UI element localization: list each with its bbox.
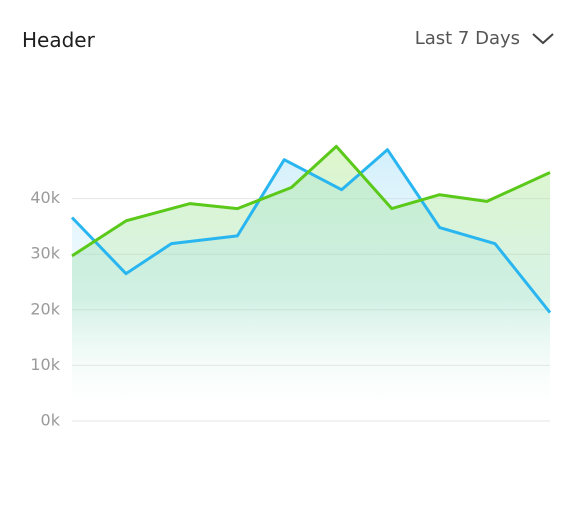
y-tick-label: 30k [30, 244, 60, 263]
y-tick-label: 20k [30, 299, 60, 318]
area-fill [72, 146, 550, 421]
y-tick-label: 10k [30, 355, 60, 374]
chevron-icon [532, 32, 554, 44]
y-tick-label: 40k [30, 188, 60, 207]
area-fill [72, 149, 550, 421]
period-label: Last 7 Days [414, 28, 520, 49]
series-line [70, 148, 552, 314]
y-tick-label: 0k [41, 411, 61, 430]
period-dropdown[interactable]: Last 7 Days [415, 28, 554, 49]
series-line [71, 144, 551, 258]
header-title: Header [22, 28, 95, 52]
